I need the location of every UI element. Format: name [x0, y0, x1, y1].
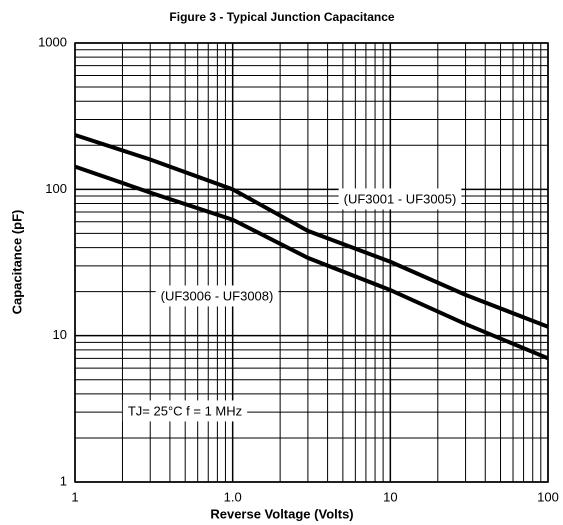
series-label: (UF3001 - UF3005)	[344, 191, 457, 206]
x-tick-label: 10	[383, 489, 397, 504]
label-background	[155, 285, 279, 307]
label-background	[122, 400, 248, 422]
y-tick-label: 10	[53, 327, 67, 342]
y-axis-label: Capacitance (pF)	[9, 210, 24, 315]
label-background	[338, 188, 462, 210]
x-tick-label: 1	[71, 489, 78, 504]
y-tick-label: 1000	[38, 34, 67, 49]
y-tick-label: 1	[60, 473, 67, 488]
y-tick-label: 100	[45, 181, 67, 196]
annotation: TJ= 25°C f = 1 MHz	[128, 403, 242, 418]
plot-frame	[74, 42, 549, 483]
x-tick-label: 1.0	[224, 489, 242, 504]
x-axis-label: Reverse Voltage (Volts)	[210, 506, 353, 521]
chart-title: Figure 3 - Typical Junction Capacitance	[169, 10, 394, 24]
series-label: (UF3006 - UF3008)	[161, 288, 274, 303]
x-tick-label: 100	[537, 489, 559, 504]
series-line	[74, 133, 549, 329]
series-line	[74, 164, 549, 361]
